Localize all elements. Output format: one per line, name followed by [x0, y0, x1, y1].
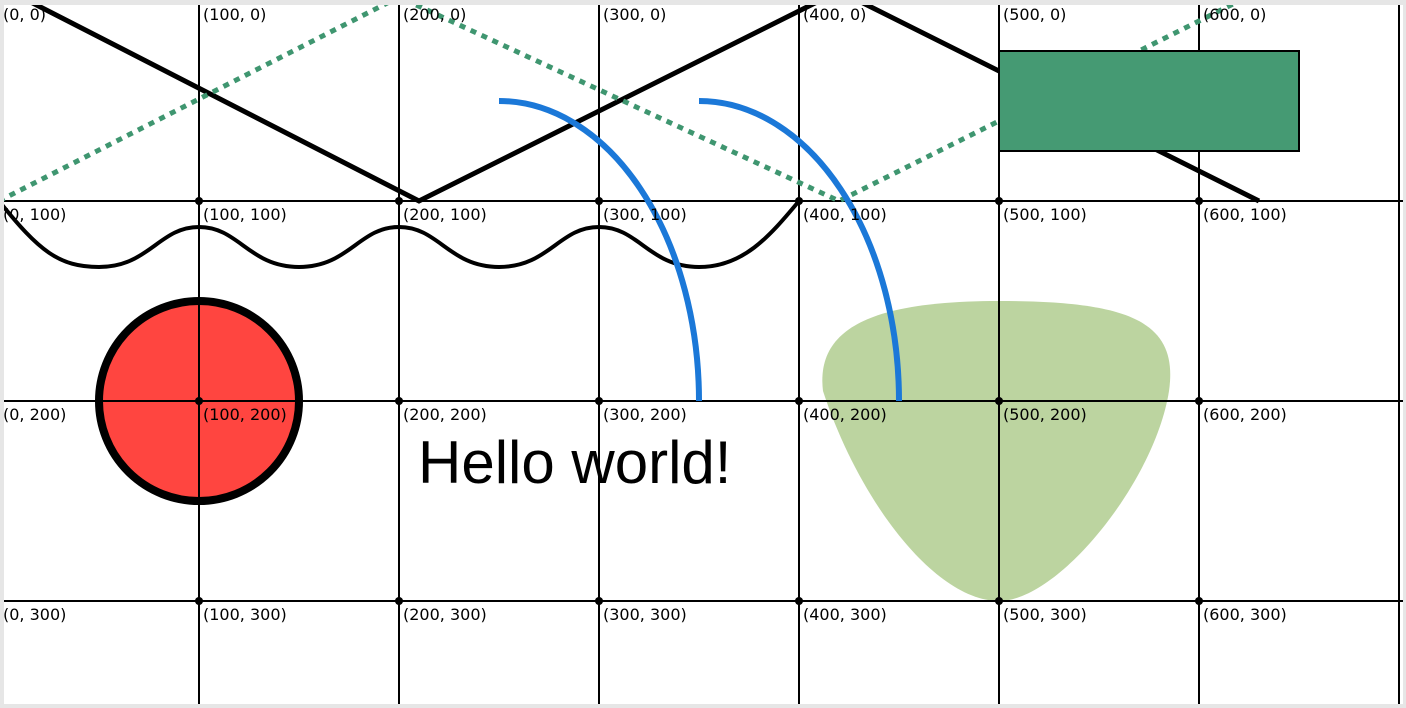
grid: [4, 5, 1403, 704]
blue-arc: [498, 98, 702, 402]
coordinate-label: (600, 100): [1203, 205, 1287, 224]
coordinate-label: (200, 300): [403, 605, 487, 624]
coordinate-label: (600, 300): [1203, 605, 1287, 624]
coordinate-label: (0, 0): [4, 5, 46, 24]
grid-dot: [395, 597, 403, 605]
coordinate-label: (0, 300): [4, 605, 66, 624]
grid-dot: [995, 197, 1003, 205]
canvas-area: (0, 0) (100, 0) (200, 0) (300, 0) (400, 0) (5…: [4, 5, 1403, 704]
grid-dot: [1195, 197, 1203, 205]
grid-dot: [995, 397, 1003, 405]
grid-dot: [795, 597, 803, 605]
coordinate-label: (400, 0): [803, 5, 866, 24]
coordinate-label: (100, 200): [203, 405, 287, 424]
grid-dot: [395, 397, 403, 405]
coordinate-label: (600, 200): [1203, 405, 1287, 424]
grid-dot: [1195, 397, 1203, 405]
grid-dot: [195, 397, 203, 405]
grid-dot: [995, 597, 1003, 605]
grid-dot: [595, 197, 603, 205]
coordinate-label: (500, 100): [1003, 205, 1087, 224]
blob: [822, 301, 1171, 601]
coordinate-label: (500, 200): [1003, 405, 1087, 424]
coordinate-label: (300, 300): [603, 605, 687, 624]
coordinate-label: (100, 300): [203, 605, 287, 624]
coordinate-label: (300, 100): [603, 205, 687, 224]
coordinate-label: (400, 300): [803, 605, 887, 624]
blue-arc: [698, 98, 902, 402]
grid-dot: [595, 397, 603, 405]
coordinate-label: (200, 100): [403, 205, 487, 224]
green-rect: [998, 50, 1300, 152]
coordinate-label: (100, 100): [203, 205, 287, 224]
coordinate-label: (600, 0): [1203, 5, 1266, 24]
grid-dot: [795, 397, 803, 405]
coordinate-label: (0, 200): [4, 405, 66, 424]
coordinate-label: (200, 0): [403, 5, 466, 24]
grid-dot: [1195, 597, 1203, 605]
coordinate-label: (300, 0): [603, 5, 666, 24]
coordinate-label: (400, 100): [803, 205, 887, 224]
grid-dot: [395, 197, 403, 205]
coordinate-label: (100, 0): [203, 5, 266, 24]
coordinate-label: (300, 200): [603, 405, 687, 424]
coordinate-label: (500, 300): [1003, 605, 1087, 624]
wave-line: [4, 199, 801, 270]
coordinate-label: (200, 200): [403, 405, 487, 424]
coordinate-label: (0, 100): [4, 205, 66, 224]
drawing: (0, 0) (100, 0) (200, 0) (300, 0) (400, 0) (5…: [4, 5, 1403, 704]
grid-labels: (0, 0) (100, 0) (200, 0) (300, 0) (400, 0) (5…: [4, 5, 1287, 624]
grid-dot: [595, 597, 603, 605]
world: (0, 0) (100, 0) (200, 0) (300, 0) (400, 0) (5…: [4, 5, 1403, 704]
hello-text: Hello world!: [418, 429, 731, 496]
coordinate-label: (400, 200): [803, 405, 887, 424]
grid-dot: [195, 197, 203, 205]
grid-dot: [195, 597, 203, 605]
coordinate-label: (500, 0): [1003, 5, 1066, 24]
